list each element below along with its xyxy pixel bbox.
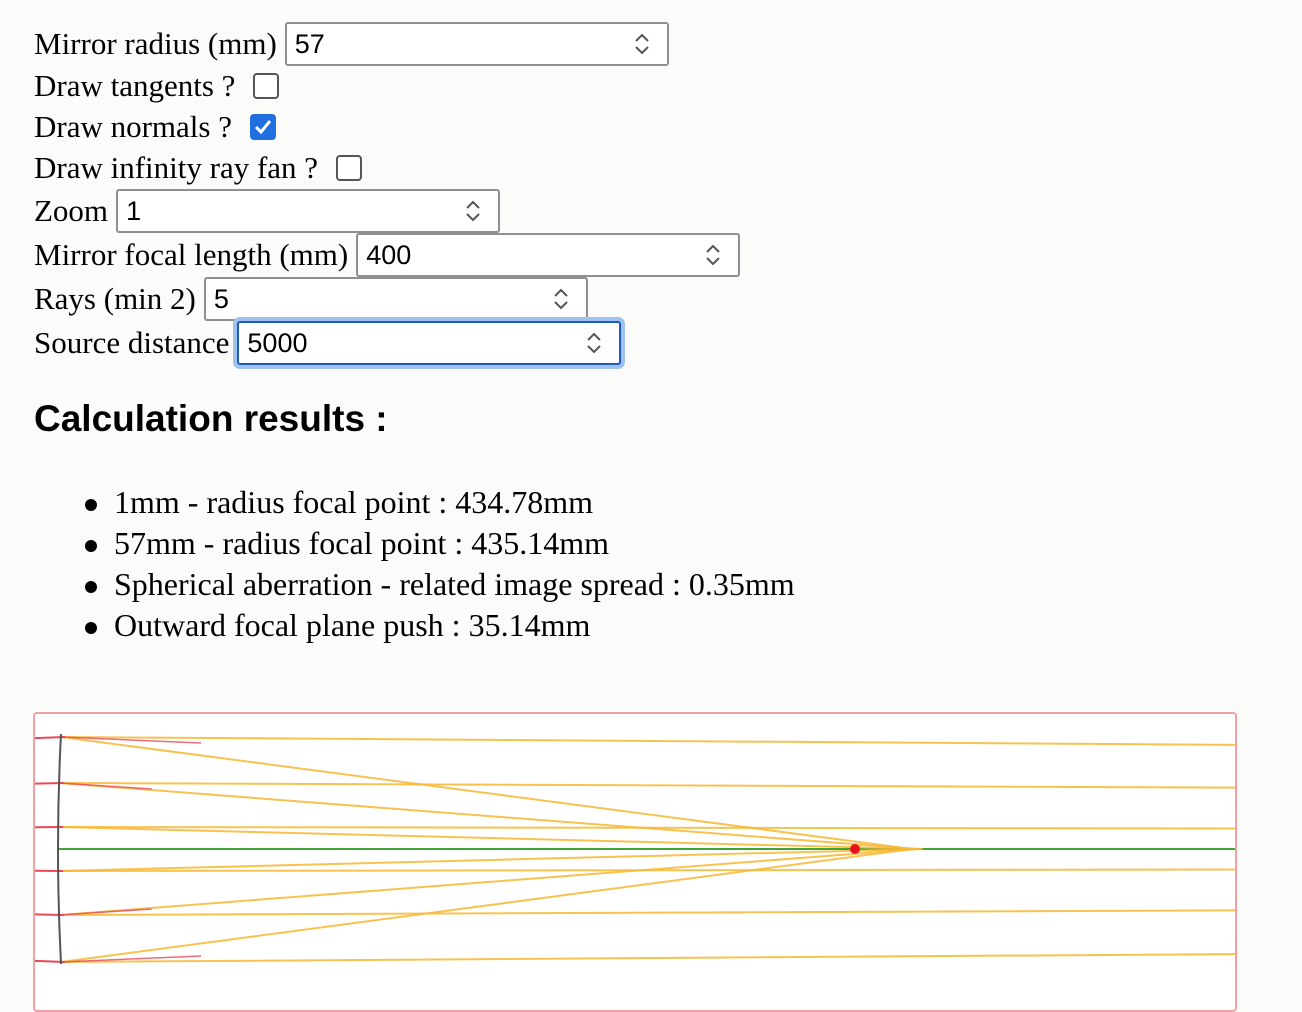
source-distance-label: Source distance [34,325,229,361]
stepper-icon[interactable] [550,285,572,313]
result-item: 1mm - radius focal point : 434.78mm [80,482,795,523]
mirror-focal-length-input[interactable]: 400 [356,233,740,277]
stepper-icon[interactable] [462,197,484,225]
result-item: Outward focal plane push : 35.14mm [80,605,795,646]
zoom-value: 1 [126,196,141,227]
incoming-ray [61,954,1235,962]
draw-infinity-ray-fan-label: Draw infinity ray fan ? [34,150,318,186]
result-item: 57mm - radius focal point : 435.14mm [80,523,795,564]
rays-input[interactable]: 5 [204,277,588,321]
mirror-focal-length-value: 400 [366,240,411,271]
incoming-ray [60,910,1235,915]
draw-normals-label: Draw normals ? [34,109,232,145]
results-list: 1mm - radius focal point : 434.78mm 57mm… [80,482,795,646]
checkmark-icon [254,119,272,135]
rays-value: 5 [214,284,229,315]
result-item: Spherical aberration - related image spr… [80,564,795,605]
stepper-icon[interactable] [702,241,724,269]
rays-row: Rays (min 2) 5 [34,277,588,321]
draw-normals-row: Draw normals ? [34,109,276,145]
focal-point [850,844,860,854]
reflected-ray [59,827,922,849]
mirror-radius-input[interactable]: 57 [285,22,669,66]
mirror-focal-length-row: Mirror focal length (mm) 400 [34,233,740,277]
draw-tangents-checkbox[interactable] [253,73,279,99]
mirror-radius-label: Mirror radius (mm) [34,26,277,62]
stepper-icon[interactable] [631,30,653,58]
incoming-ray [61,737,1235,745]
mirror-focal-length-label: Mirror focal length (mm) [34,237,348,273]
ray-diagram [35,714,1235,1012]
rays-label: Rays (min 2) [34,281,196,317]
source-distance-row: Source distance 5000 [34,321,621,365]
mirror-radius-value: 57 [295,29,325,60]
draw-infinity-ray-fan-checkbox[interactable] [336,155,362,181]
stepper-icon[interactable] [583,329,605,357]
zoom-input[interactable]: 1 [116,189,500,233]
draw-infinity-ray-fan-row: Draw infinity ray fan ? [34,150,362,186]
draw-normals-checkbox[interactable] [250,114,276,140]
draw-tangents-row: Draw tangents ? [34,68,279,104]
results-heading: Calculation results : [34,398,388,440]
incoming-ray [60,783,1235,788]
mirror-radius-row: Mirror radius (mm) 57 [34,22,669,66]
draw-tangents-label: Draw tangents ? [34,68,235,104]
zoom-label: Zoom [34,193,108,229]
source-distance-input[interactable]: 5000 [237,321,621,365]
ray-diagram-canvas [33,712,1237,1012]
source-distance-value: 5000 [247,328,307,359]
zoom-row: Zoom 1 [34,189,500,233]
reflected-ray [59,849,922,871]
